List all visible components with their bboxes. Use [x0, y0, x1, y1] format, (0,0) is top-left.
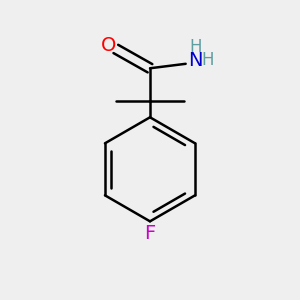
Text: F: F: [144, 224, 156, 243]
Text: H: H: [189, 38, 201, 56]
Text: O: O: [101, 36, 116, 55]
Text: H: H: [202, 51, 214, 69]
Text: N: N: [188, 51, 203, 70]
